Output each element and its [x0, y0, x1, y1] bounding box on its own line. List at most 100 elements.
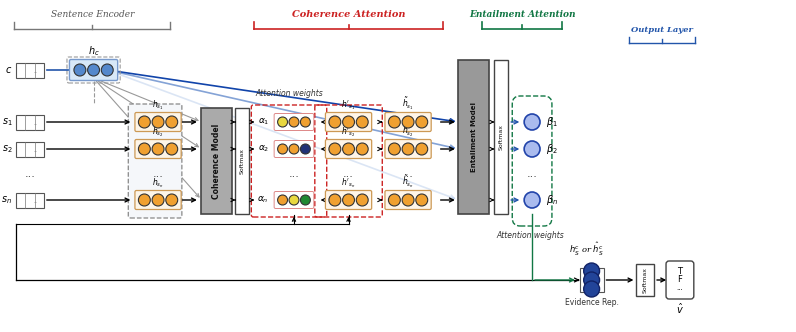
Circle shape: [388, 116, 400, 128]
Circle shape: [300, 117, 310, 127]
Text: $s_2$: $s_2$: [2, 143, 12, 155]
Bar: [201, 108, 232, 214]
Text: ..: ..: [33, 199, 37, 204]
Circle shape: [278, 144, 287, 154]
Text: Output Layer: Output Layer: [631, 26, 693, 34]
Circle shape: [139, 143, 150, 155]
Circle shape: [388, 143, 400, 155]
Text: Coherence Model: Coherence Model: [212, 124, 221, 199]
Circle shape: [139, 116, 150, 128]
FancyBboxPatch shape: [385, 113, 431, 131]
Circle shape: [416, 143, 427, 155]
Text: $s_1$: $s_1$: [2, 116, 12, 128]
Text: Evidence Rep.: Evidence Rep.: [564, 298, 618, 307]
FancyBboxPatch shape: [385, 191, 431, 209]
Circle shape: [402, 143, 414, 155]
Text: $\alpha_n$: $\alpha_n$: [257, 195, 269, 205]
FancyBboxPatch shape: [274, 140, 314, 157]
FancyBboxPatch shape: [135, 191, 181, 209]
Circle shape: [152, 116, 164, 128]
Circle shape: [583, 263, 599, 279]
Circle shape: [139, 194, 150, 206]
Circle shape: [300, 144, 310, 154]
Circle shape: [289, 117, 299, 127]
Bar: [16, 141, 44, 156]
Circle shape: [342, 116, 354, 128]
Bar: [636, 264, 654, 296]
Bar: [494, 60, 509, 214]
Text: ...: ...: [403, 169, 413, 179]
Text: ...: ...: [343, 169, 354, 179]
Circle shape: [300, 195, 310, 205]
Circle shape: [166, 194, 178, 206]
Text: $\alpha_2$: $\alpha_2$: [258, 144, 269, 154]
FancyBboxPatch shape: [666, 261, 694, 299]
Text: ...: ...: [25, 169, 36, 179]
Text: ...: ...: [527, 169, 537, 179]
Text: $h'_{s_n}$: $h'_{s_n}$: [341, 176, 356, 190]
Circle shape: [166, 116, 178, 128]
Text: $\beta_n$: $\beta_n$: [546, 193, 558, 207]
FancyBboxPatch shape: [385, 139, 431, 158]
Text: $\beta_1$: $\beta_1$: [546, 115, 558, 129]
Text: Coherence Attention: Coherence Attention: [292, 10, 405, 19]
FancyBboxPatch shape: [326, 139, 372, 158]
Circle shape: [329, 116, 341, 128]
Bar: [16, 193, 44, 208]
Text: Attention weights: Attention weights: [496, 230, 564, 239]
Circle shape: [329, 143, 341, 155]
Circle shape: [289, 195, 299, 205]
FancyBboxPatch shape: [128, 104, 181, 218]
Text: F: F: [677, 276, 682, 285]
FancyBboxPatch shape: [135, 113, 181, 131]
Text: $\beta_2$: $\beta_2$: [546, 142, 558, 156]
Circle shape: [402, 116, 414, 128]
Circle shape: [342, 194, 354, 206]
Text: $h_{s_1}$: $h_{s_1}$: [152, 99, 164, 112]
Bar: [579, 268, 603, 292]
Circle shape: [402, 194, 414, 206]
Text: ...: ...: [677, 285, 683, 291]
Circle shape: [416, 194, 427, 206]
Text: $\alpha_1$: $\alpha_1$: [257, 117, 269, 127]
Circle shape: [74, 64, 86, 76]
Text: $h_{s_n}$: $h_{s_n}$: [152, 176, 164, 190]
Text: ..: ..: [33, 121, 37, 125]
Text: $c$: $c$: [5, 65, 12, 75]
Circle shape: [88, 64, 100, 76]
Text: Sentence Encoder: Sentence Encoder: [51, 10, 135, 19]
Text: Softmax: Softmax: [499, 124, 504, 150]
FancyBboxPatch shape: [326, 113, 372, 131]
Circle shape: [329, 194, 341, 206]
Bar: [458, 60, 490, 214]
Circle shape: [278, 117, 287, 127]
Bar: [16, 62, 44, 77]
Circle shape: [583, 281, 599, 297]
Circle shape: [524, 114, 540, 130]
Text: T: T: [677, 268, 682, 277]
FancyBboxPatch shape: [326, 191, 372, 209]
Text: ...: ...: [153, 169, 163, 179]
Text: Entailment Attention: Entailment Attention: [469, 10, 576, 19]
FancyBboxPatch shape: [274, 114, 314, 130]
Bar: [236, 108, 249, 214]
Circle shape: [342, 143, 354, 155]
Text: $s_n$: $s_n$: [2, 194, 12, 206]
Circle shape: [357, 194, 369, 206]
Circle shape: [289, 144, 299, 154]
Text: ..: ..: [33, 147, 37, 152]
Circle shape: [357, 143, 369, 155]
Text: Softmax: Softmax: [642, 267, 648, 293]
Circle shape: [357, 116, 369, 128]
Bar: [16, 115, 44, 129]
FancyBboxPatch shape: [69, 59, 118, 80]
Text: $h_c$: $h_c$: [88, 44, 100, 58]
Text: Entailment Model: Entailment Model: [470, 102, 477, 172]
Circle shape: [524, 192, 540, 208]
FancyBboxPatch shape: [274, 192, 314, 208]
Text: $\hat{v}$: $\hat{v}$: [676, 302, 684, 316]
Text: $h'_{s_1}$: $h'_{s_1}$: [341, 99, 356, 112]
Circle shape: [416, 116, 427, 128]
Circle shape: [524, 141, 540, 157]
Circle shape: [101, 64, 113, 76]
